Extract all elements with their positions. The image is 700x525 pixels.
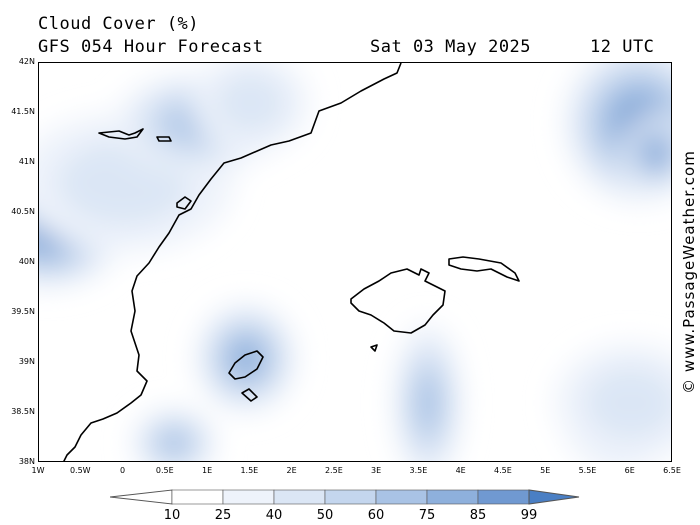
legend-swatch [477,489,530,505]
lon-tick-label: 5E [540,466,551,475]
lon-tick-label: 1W [31,466,45,475]
columbretes-island [98,128,144,140]
map-canvas [39,63,671,461]
forecast-time: 12 UTC [590,37,655,57]
lon-tick-label: 1.5E [240,466,259,475]
lat-tick-label: 39N [18,357,35,366]
legend-level-label: 50 [316,508,334,523]
legend-arrow-low [110,489,173,505]
legend-level-label: 75 [418,508,436,523]
legend-level-label: 85 [469,508,487,523]
cloud-contour [213,72,287,134]
legend-swatch [324,489,377,505]
legend-level-label: 99 [520,508,538,523]
menorca-island [448,256,520,282]
spain-coastline [63,63,402,461]
lat-tick-label: 40N [18,257,35,266]
lon-tick-label: 3.5E [409,466,428,475]
forecast-date: Sat 03 May 2025 [370,37,532,57]
cabrera-island [370,344,378,352]
lon-tick-label: 0.5E [155,466,174,475]
lat-tick-label: 39.5N [11,307,35,316]
forecast-subtitle: GFS 054 Hour Forecast [38,37,264,57]
formentera-island [241,388,258,402]
lon-tick-label: 1E [201,466,213,475]
legend-swatch [375,489,428,505]
cloud-contour [416,375,440,431]
lon-tick-label: 6.5E [663,466,681,475]
legend-swatch [171,489,224,505]
legend-level-label: 25 [214,508,232,523]
delta-islet [156,136,172,142]
legend-swatch [273,489,326,505]
legend-level-label: 40 [265,508,283,523]
legend-colorbar [110,489,580,505]
cloud-contour [159,430,189,456]
legend-arrow-high [528,489,580,505]
lon-tick-label: 2.5E [324,466,343,475]
legend-swatch [426,489,479,505]
chart-title: Cloud Cover (%) [38,14,200,34]
lon-tick-label: 6E [624,466,635,475]
lat-tick-label: 40.5N [11,207,35,216]
lon-tick-label: 5.5E [578,466,597,475]
lon-tick-label: 4.5E [494,466,512,475]
legend-level-label: 60 [367,508,385,523]
cloud-contour [583,366,671,440]
lon-tick-label: 0 [119,466,126,475]
lat-tick-label: 38.5N [11,407,35,416]
lon-tick-label: 4E [455,466,466,475]
lon-tick-label: 2E [286,466,297,475]
lat-tick-label: 42N [18,57,35,66]
legend-swatch [222,489,275,505]
coastline [63,63,520,461]
lat-tick-label: 41.5N [11,107,35,116]
cloud-contour [647,143,665,163]
mallorca-island [350,268,446,334]
lon-tick-label: 0.5W [69,466,91,475]
lat-tick-label: 38N [18,457,35,466]
watermark: © www.PassageWeather.com [680,150,698,394]
cloud-cover-map[interactable] [38,62,672,462]
lat-tick-label: 41N [18,157,35,166]
cloud-layer [39,63,671,461]
lon-tick-label: 3E [371,466,382,475]
legend-level-label: 10 [163,508,181,523]
ibiza-island [228,350,264,380]
cloud-contour [231,342,261,374]
ebro-delta [176,196,192,210]
